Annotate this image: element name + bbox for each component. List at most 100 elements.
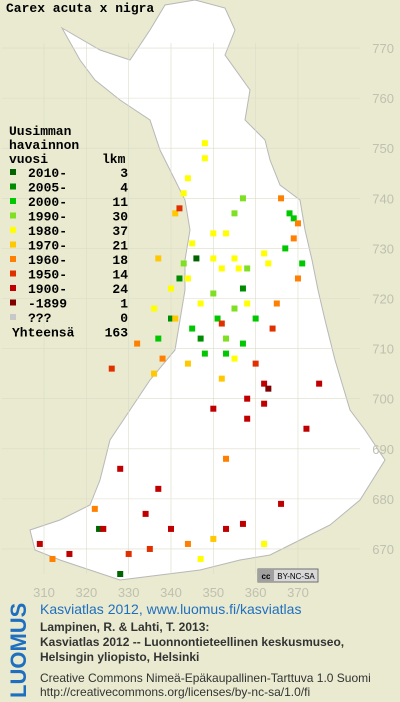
grid-square [210,230,217,237]
grid-square [244,265,251,272]
grid-square [244,395,251,402]
map-title: Carex acuta x nigra [6,1,154,16]
grid-square [294,220,301,227]
grid-square [184,540,191,547]
grid-square [210,290,217,297]
legend-swatch [10,198,16,204]
grid-square [290,215,297,222]
grid-square [100,525,107,532]
grid-square [155,335,162,342]
grid-square [290,235,297,242]
y-tick-label: 700 [372,392,394,407]
legend-count: 30 [112,210,128,225]
grid-square [235,265,242,272]
legend-count: 14 [112,268,128,283]
grid-square [265,260,272,267]
legend-swatch [10,285,16,291]
legend-label: 2005- [28,181,67,196]
grid-square [244,300,251,307]
y-tick-label: 770 [372,41,394,56]
grid-square [201,350,208,357]
y-tick-label: 710 [372,342,394,357]
license-badge: cc BY-NC-SA [257,568,319,583]
legend-count: 18 [112,253,128,268]
x-tick-label: 320 [75,585,97,600]
grid-square [210,405,217,412]
citation-line: Helsingin yliopisto, Helsinki [40,650,199,664]
grid-square [265,385,272,392]
grid-square [172,315,179,322]
grid-square [146,545,153,552]
legend-label: 2010- [28,166,67,181]
legend-label: ??? [28,311,52,326]
grid-square [210,535,217,542]
y-tick-label: 680 [372,492,394,507]
citation-line: Kasviatlas 2012 -- Luonnontieteellinen k… [40,635,344,649]
legend-label: 1950- [28,268,67,283]
grid-square [278,195,285,202]
grid-square [151,370,158,377]
legend-title: vuosi [9,152,48,167]
grid-square [223,525,230,532]
grid-square [172,210,179,217]
legend-label: 2000- [28,195,67,210]
x-tick-label: 330 [118,585,140,600]
grid-square [261,540,268,547]
legend-label: 1990- [28,210,67,225]
grid-square [189,325,196,332]
legend-count: 1 [120,297,128,312]
grid: 310 320 330 340 350 360 3706706806907007107207… [1,41,394,600]
legend-swatch [10,314,16,320]
grid-square [223,230,230,237]
grid-square [151,305,158,312]
y-tick-label: 740 [372,191,394,206]
grid-square [168,525,174,532]
grid-square [66,550,73,557]
grid-square [176,205,183,212]
legend-swatch [10,299,16,306]
grid-square [239,285,246,292]
y-tick-label: 750 [372,141,394,156]
grid-square [231,355,238,362]
grid-square [316,380,323,387]
atlas-link[interactable]: Kasviatlas 2012, www.luomus.fi/kasviatla… [40,601,301,617]
y-tick-label: 760 [372,91,394,106]
grid-square [117,571,124,577]
license-url[interactable]: http://creativecommons.org/licenses/by-n… [40,685,310,699]
grid-square [218,265,225,272]
legend-count: 0 [120,311,128,326]
grid-square [176,275,183,282]
grid-square [231,255,238,262]
legend-swatch [10,227,16,233]
legend-swatch [10,256,16,262]
x-tick-label: 340 [160,585,182,600]
legend-swatch [10,241,16,248]
citation-line: Lampinen, R. & Lahti, T. 2013: [40,620,209,634]
grid-square [155,485,162,492]
grid-square [252,360,259,367]
grid-square [180,190,187,197]
grid-square [299,260,306,267]
logo: LUOMUS [6,603,31,698]
grid-square [201,140,208,147]
grid-square [197,300,204,307]
grid-square [134,340,141,347]
grid-square [223,350,230,357]
grid-square [91,505,98,512]
grid-square [155,255,162,262]
legend-count: 11 [112,195,128,210]
grid-square [184,275,191,282]
grid-square [142,510,149,517]
x-tick-label: 310 [33,585,55,600]
grid-square [261,250,268,257]
grid-square [189,240,196,247]
legend-title: Uusimman [9,124,72,139]
legend-swatch [10,169,16,175]
grid-square [201,155,208,162]
legend-label: 1900- [28,282,67,297]
cc-logo: cc [262,572,271,581]
legend-label: 1970- [28,239,67,254]
grid-square [168,315,174,322]
